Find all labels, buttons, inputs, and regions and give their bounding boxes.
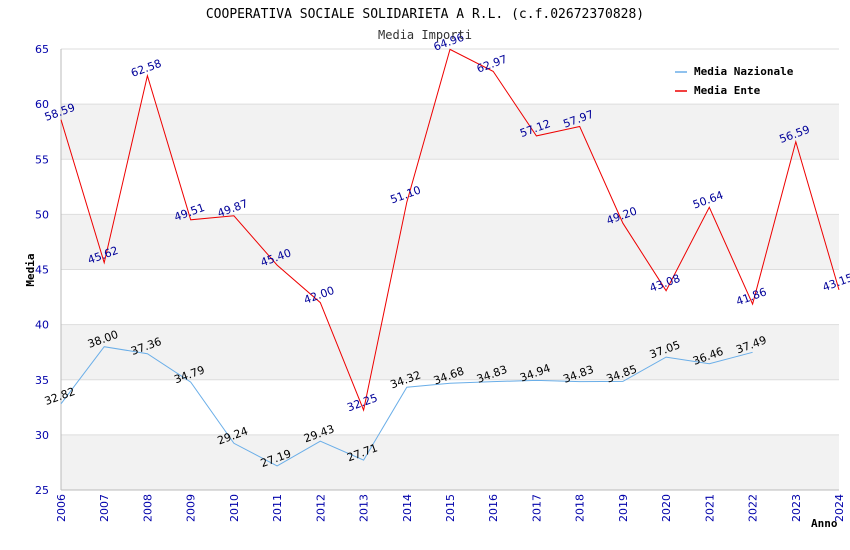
x-tick-label: 2023 (790, 494, 803, 522)
legend-label-media-nazionale: Media Nazionale (694, 65, 794, 78)
y-tick-label: 65 (35, 43, 49, 56)
legend: Media Nazionale Media Ente (669, 58, 810, 101)
x-tick-label: 2021 (703, 494, 716, 522)
legend-label-media-ente: Media Ente (694, 84, 761, 97)
grid-band (61, 104, 839, 160)
x-tick-label: 2024 (833, 494, 846, 522)
grid-bands (61, 48, 839, 491)
x-tick-label: 2019 (617, 494, 630, 522)
x-tick-label: 2008 (141, 494, 154, 522)
y-axis-label: Media (24, 253, 37, 286)
series-line-media-nazionale (60, 346, 753, 467)
chart-subtitle: Media Importi (378, 28, 472, 42)
grid-band (61, 379, 839, 435)
y-tick-label: 25 (35, 484, 49, 497)
grid-band (61, 159, 839, 215)
x-axis-label: Anno (811, 517, 838, 530)
grid-band (61, 269, 839, 325)
x-tick-label: 2022 (747, 494, 760, 522)
y-tick-label: 45 (35, 264, 49, 277)
x-tick-labels: 2006 2007 2008 2009 2010 2011 2012 2013 2014 2015… (55, 494, 846, 522)
x-tick-label: 2014 (401, 494, 414, 522)
grid-band (61, 324, 839, 380)
y-tick-label: 30 (35, 429, 49, 442)
y-tick-label: 35 (35, 374, 49, 387)
x-tick-label: 2011 (271, 494, 284, 522)
x-tick-label: 2007 (98, 494, 111, 522)
x-tick-label: 2018 (574, 494, 587, 522)
grid-band (61, 214, 839, 270)
x-tick-label: 2012 (314, 494, 327, 522)
x-tick-label: 2010 (228, 494, 241, 522)
x-tick-label: 2020 (660, 494, 673, 522)
x-tick-label: 2006 (55, 494, 68, 522)
y-tick-label: 40 (35, 319, 49, 332)
axes (60, 49, 839, 491)
x-tick-label: 2009 (185, 494, 198, 522)
legend-box (669, 58, 810, 101)
x-tick-label: 2016 (487, 494, 500, 522)
y-tick-label: 55 (35, 153, 49, 166)
x-tick-label: 2013 (358, 494, 371, 522)
chart-title: COOPERATIVA SOCIALE SOLIDARIETA A R.L. (… (206, 7, 644, 22)
x-tick-label: 2015 (444, 494, 457, 522)
y-tick-label: 50 (35, 208, 49, 221)
grid-band (61, 434, 839, 490)
x-tick-label: 2017 (530, 494, 543, 522)
series-line-media-ente (60, 48, 840, 412)
y-tick-label: 60 (35, 98, 49, 111)
y-tick-labels: 25 30 35 40 45 50 55 60 65 (35, 43, 49, 497)
series-lines (60, 48, 840, 467)
